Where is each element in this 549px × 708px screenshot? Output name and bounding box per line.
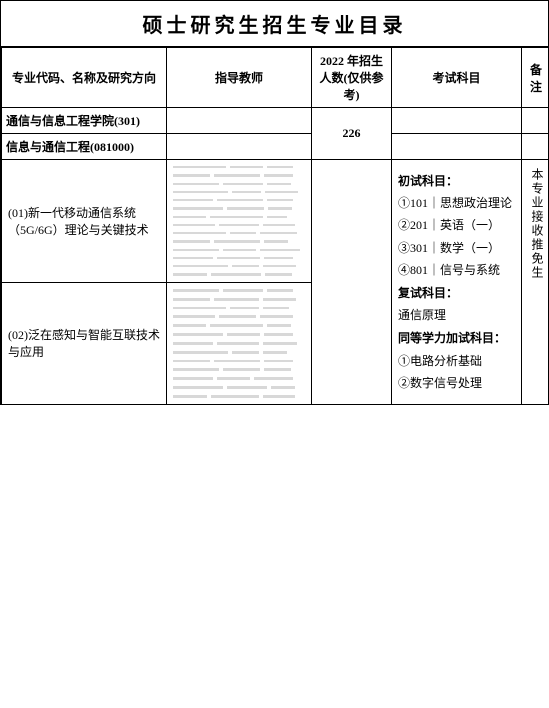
page-title: 硕士研究生招生专业目录	[1, 1, 548, 47]
header-row: 专业代码、名称及研究方向 指导教师 2022 年招生人数(仅供参考) 考试科目 …	[2, 48, 549, 108]
header-subject: 考试科目	[392, 48, 522, 108]
blurred-content	[173, 166, 305, 276]
equal-2: ②数字信号处理	[398, 374, 515, 393]
school-name: 通信与信息工程学院(301)	[2, 108, 167, 134]
subject-2: ②201｜英语（一）	[398, 216, 515, 235]
retest-1: 通信原理	[398, 306, 515, 325]
subject-3: ③301｜数学（一）	[398, 239, 515, 258]
retest-header: 复试科目：	[398, 284, 515, 303]
header-direction: 专业代码、名称及研究方向	[2, 48, 167, 108]
empty-cell	[392, 108, 522, 134]
enroll-count: 226	[312, 108, 392, 160]
teacher-list-2	[167, 282, 312, 404]
count-span	[312, 160, 392, 404]
empty-cell	[167, 134, 312, 160]
equal-header: 同等学力加试科目：	[398, 329, 515, 348]
equal-1: ①电路分析基础	[398, 352, 515, 371]
catalog-table: 专业代码、名称及研究方向 指导教师 2022 年招生人数(仅供参考) 考试科目 …	[1, 47, 549, 404]
blurred-content	[173, 289, 305, 398]
subject-1: ①101｜思想政治理论	[398, 194, 515, 213]
header-count: 2022 年招生人数(仅供参考)	[312, 48, 392, 108]
empty-cell	[522, 134, 549, 160]
school-row: 通信与信息工程学院(301) 226	[2, 108, 549, 134]
catalog-page: 硕士研究生招生专业目录 专业代码、名称及研究方向 指导教师 2022 年招生人数…	[0, 0, 549, 405]
header-remark: 备注	[522, 48, 549, 108]
subject-4: ④801｜信号与系统	[398, 261, 515, 280]
subjects-cell: 初试科目： ①101｜思想政治理论 ②201｜英语（一） ③301｜数学（一） …	[392, 160, 522, 404]
major-name: 信息与通信工程(081000)	[2, 134, 167, 160]
prelim-header: 初试科目：	[398, 172, 515, 191]
major-row: 信息与通信工程(081000)	[2, 134, 549, 160]
direction-row-1: (01)新一代移动通信系统（5G/6G）理论与关键技术	[2, 160, 549, 283]
empty-cell	[522, 108, 549, 134]
direction-1: (01)新一代移动通信系统（5G/6G）理论与关键技术	[2, 160, 167, 283]
direction-2: (02)泛在感知与智能互联技术与应用	[2, 282, 167, 404]
empty-cell	[167, 108, 312, 134]
remark-cell: 本专业接收推免生	[522, 160, 549, 404]
teacher-list-1	[167, 160, 312, 283]
empty-cell	[392, 134, 522, 160]
header-teacher: 指导教师	[167, 48, 312, 108]
